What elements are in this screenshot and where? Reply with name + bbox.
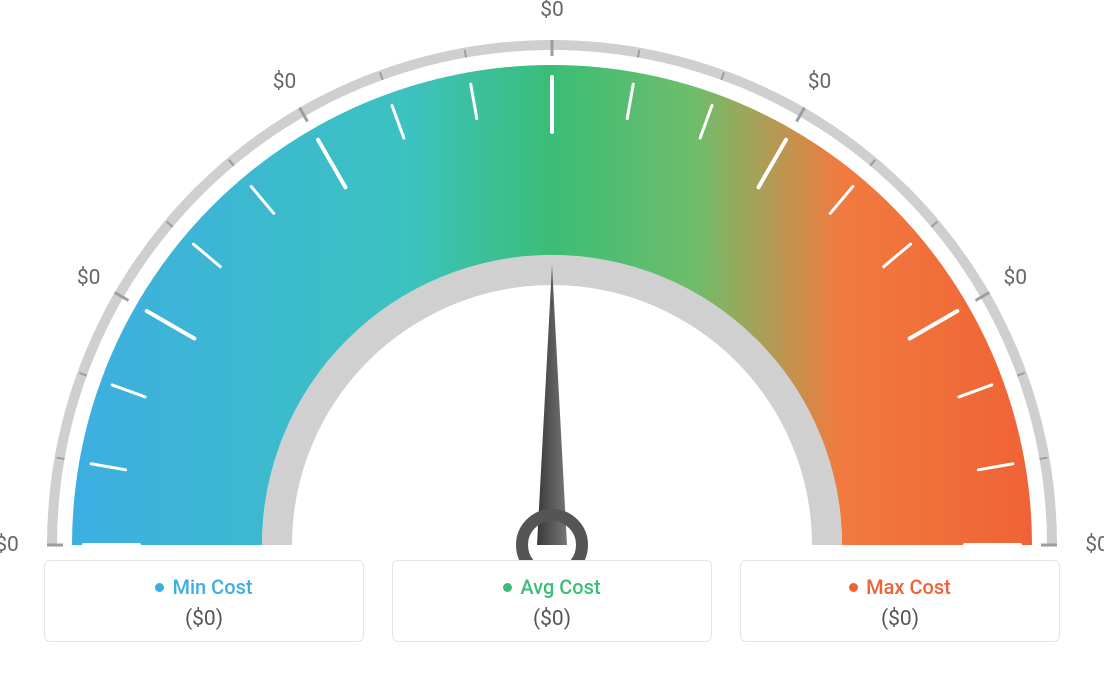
gauge-svg [0,0,1104,560]
legend-value-min: ($0) [45,607,363,631]
legend-label-max: Max Cost [866,575,951,599]
legend-title-avg: Avg Cost [503,575,600,599]
legend-card-avg: Avg Cost ($0) [392,560,712,642]
legend-value-avg: ($0) [393,607,711,631]
legend-dot-max [849,583,858,592]
legend-dot-avg [503,583,512,592]
gauge-scale-label: $0 [540,0,564,22]
gauge-scale-label: $0 [808,70,832,94]
gauge-chart: $0 $0 $0 $0 $0 $0 $0 [0,0,1104,560]
legend-dot-min [155,583,164,592]
legend-card-max: Max Cost ($0) [740,560,1060,642]
legend-label-min: Min Cost [172,575,252,599]
gauge-scale-label: $0 [1085,533,1104,557]
gauge-scale-label: $0 [77,266,101,290]
legend-title-min: Min Cost [155,575,252,599]
gauge-scale-label: $0 [273,70,297,94]
legend-row: Min Cost ($0) Avg Cost ($0) Max Cost ($0… [0,560,1104,642]
legend-value-max: ($0) [741,607,1059,631]
gauge-scale-label: $0 [0,533,19,557]
legend-card-min: Min Cost ($0) [44,560,364,642]
legend-title-max: Max Cost [849,575,951,599]
gauge-scale-label: $0 [1004,266,1028,290]
legend-label-avg: Avg Cost [520,575,600,599]
